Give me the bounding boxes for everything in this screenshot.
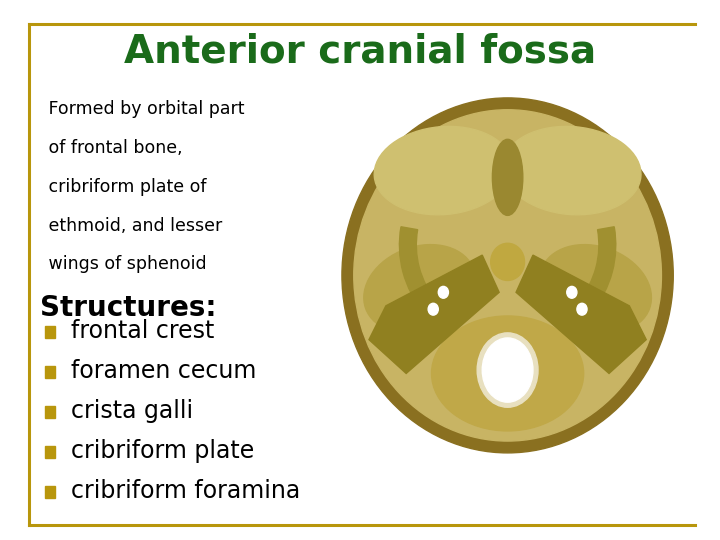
Text: of frontal bone,: of frontal bone, (43, 139, 183, 157)
Ellipse shape (354, 110, 662, 441)
Bar (45, 366, 55, 378)
Text: Structures:: Structures: (40, 294, 216, 322)
Ellipse shape (438, 286, 449, 298)
Polygon shape (516, 255, 647, 374)
Text: cribriform plate: cribriform plate (71, 439, 254, 463)
Bar (45, 326, 55, 338)
Text: cribriform foramina: cribriform foramina (71, 479, 300, 503)
Ellipse shape (491, 244, 524, 280)
Text: crista galli: crista galli (71, 399, 193, 423)
Text: frontal crest: frontal crest (71, 319, 214, 343)
Wedge shape (578, 227, 616, 312)
Text: cribriform plate of: cribriform plate of (43, 178, 207, 195)
Bar (45, 486, 55, 498)
Wedge shape (400, 227, 437, 312)
Ellipse shape (374, 126, 513, 215)
Ellipse shape (431, 316, 584, 431)
Polygon shape (369, 255, 499, 374)
Ellipse shape (477, 333, 538, 407)
Text: Anterior cranial fossa: Anterior cranial fossa (124, 32, 596, 70)
Ellipse shape (342, 98, 673, 453)
Ellipse shape (539, 245, 652, 333)
Ellipse shape (567, 286, 577, 298)
Ellipse shape (428, 303, 438, 315)
Ellipse shape (364, 245, 476, 333)
Text: ethmoid, and lesser: ethmoid, and lesser (43, 217, 222, 234)
Ellipse shape (503, 126, 641, 215)
Text: foramen cecum: foramen cecum (71, 359, 256, 383)
Bar (45, 446, 55, 458)
Text: Formed by orbital part: Formed by orbital part (43, 100, 245, 118)
Bar (45, 406, 55, 418)
Ellipse shape (482, 338, 533, 402)
Text: wings of sphenoid: wings of sphenoid (43, 255, 207, 273)
Ellipse shape (577, 303, 587, 315)
Ellipse shape (492, 139, 523, 215)
